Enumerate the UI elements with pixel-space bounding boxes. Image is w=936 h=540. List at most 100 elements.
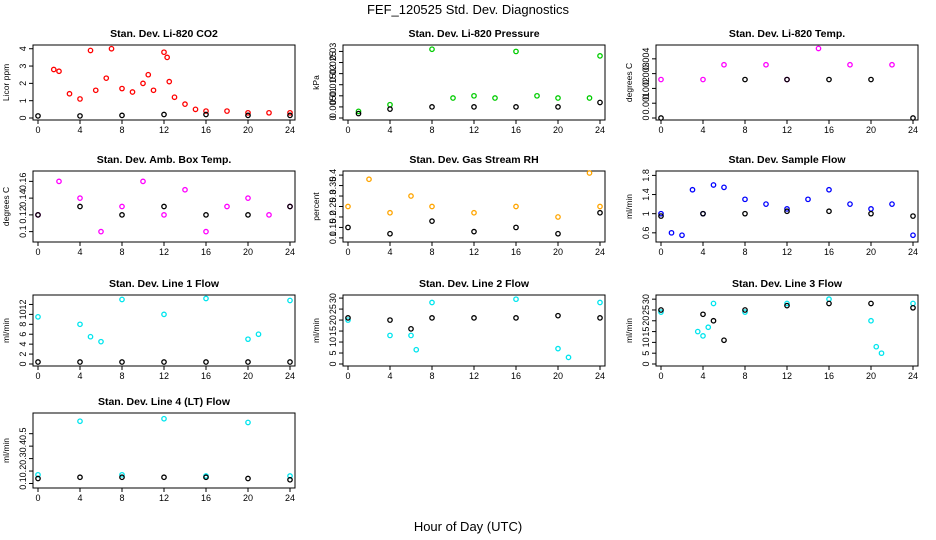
y-tick-label: 0.015	[328, 73, 338, 96]
data-point	[815, 45, 822, 52]
data-point	[387, 230, 393, 237]
x-tick-label: 20	[866, 371, 876, 381]
y-tick-label: 0.16	[18, 173, 28, 191]
x-tick-label: 0	[345, 125, 350, 135]
x-tick-label: 4	[77, 125, 82, 135]
data-point	[658, 213, 664, 219]
y-axis-label: degrees C	[1, 187, 11, 226]
x-tick-label: 8	[429, 371, 434, 381]
x-tick-label: 12	[782, 371, 792, 381]
y-tick-label: 2	[18, 81, 28, 86]
data-point	[119, 112, 125, 119]
x-tick-label: 16	[824, 125, 834, 135]
data-point	[742, 196, 748, 203]
data-point	[826, 186, 832, 193]
x-tick-label: 24	[595, 125, 605, 135]
data-point	[429, 203, 435, 210]
y-tick-label: 0.1	[18, 477, 28, 490]
data-point	[287, 109, 293, 116]
data-point	[355, 110, 362, 117]
y-axis-label: percent	[311, 192, 321, 221]
x-tick-label: 16	[201, 371, 211, 381]
panel-title: Stan. Dev. Line 4 (LT) Flow	[98, 396, 231, 408]
data-point	[689, 186, 696, 193]
data-point	[910, 304, 916, 311]
data-point	[586, 95, 593, 101]
panel-title: Stan. Dev. Li-820 Pressure	[408, 28, 539, 40]
data-point	[805, 196, 811, 203]
data-point	[742, 76, 748, 83]
data-point	[119, 296, 125, 303]
x-tick-label: 4	[387, 247, 392, 257]
y-tick-label: 0.2	[18, 465, 28, 478]
data-point	[597, 203, 603, 210]
y-tick-label: 0.4	[18, 440, 28, 453]
y-axis-label: kPa	[311, 75, 321, 90]
y-tick-label: 5	[641, 351, 651, 356]
data-point	[245, 109, 251, 116]
data-point	[597, 209, 603, 216]
x-tick-label: 8	[742, 371, 747, 381]
plot-frame	[32, 412, 296, 489]
series-cyan	[35, 295, 293, 345]
x-tick-label: 20	[243, 493, 253, 503]
data-point	[203, 359, 209, 365]
data-point	[658, 307, 664, 313]
data-point	[35, 475, 41, 482]
data-point	[429, 46, 435, 53]
data-point	[87, 47, 94, 54]
x-tick-label: 4	[77, 493, 82, 503]
figure-title: FEF_120525 Std. Dev. Diagnostics	[367, 2, 570, 17]
y-tick-label: 25	[328, 304, 338, 314]
data-point	[77, 195, 83, 201]
series-green	[355, 46, 603, 115]
data-point	[387, 209, 393, 216]
y-tick-label: 0.004	[641, 48, 651, 71]
x-tick-label: 24	[285, 125, 295, 135]
y-tick-label: 10	[18, 309, 28, 319]
data-point	[784, 206, 790, 212]
y-tick-label: 10	[641, 337, 651, 347]
x-tick-label: 4	[77, 371, 82, 381]
data-point	[429, 218, 435, 225]
panel-title: Stan. Dev. Li-820 CO2	[110, 28, 218, 40]
plot-frame	[655, 44, 919, 121]
series-cyan	[345, 296, 603, 361]
data-point	[847, 201, 853, 207]
series-black	[35, 474, 293, 483]
data-point	[245, 336, 251, 343]
data-point	[868, 300, 874, 307]
panel-title: Stan. Dev. Amb. Box Temp.	[97, 154, 232, 166]
y-axis-label: ml/min	[624, 318, 634, 343]
x-tick-label: 4	[387, 125, 392, 135]
x-tick-label: 4	[700, 371, 705, 381]
data-point	[77, 203, 83, 210]
data-point	[868, 206, 874, 212]
data-point	[710, 182, 717, 188]
y-tick-label: 0.3	[328, 190, 338, 203]
y-tick-label: 0.002	[641, 77, 651, 100]
data-point	[224, 108, 230, 114]
data-point	[56, 68, 62, 75]
data-point	[287, 476, 293, 483]
x-tick-label: 8	[742, 125, 747, 135]
plot-frame	[342, 294, 606, 367]
series-black	[355, 99, 603, 117]
x-tick-label: 0	[658, 247, 663, 257]
y-tick-label: 1.8	[641, 169, 651, 182]
data-point	[245, 419, 251, 426]
data-point	[203, 228, 209, 235]
data-point	[784, 208, 790, 215]
series-black	[658, 300, 916, 344]
y-tick-label: 1	[18, 98, 28, 103]
y-tick-label: 20	[641, 316, 651, 326]
data-point	[161, 415, 167, 422]
data-point	[784, 76, 790, 83]
data-point	[700, 76, 706, 83]
data-point	[784, 300, 790, 307]
y-tick-label: 0.35	[328, 177, 338, 195]
y-tick-label: 0	[18, 115, 28, 120]
figure-xlabel: Hour of Day (UTC)	[414, 519, 522, 534]
y-tick-label: 0	[641, 361, 651, 366]
